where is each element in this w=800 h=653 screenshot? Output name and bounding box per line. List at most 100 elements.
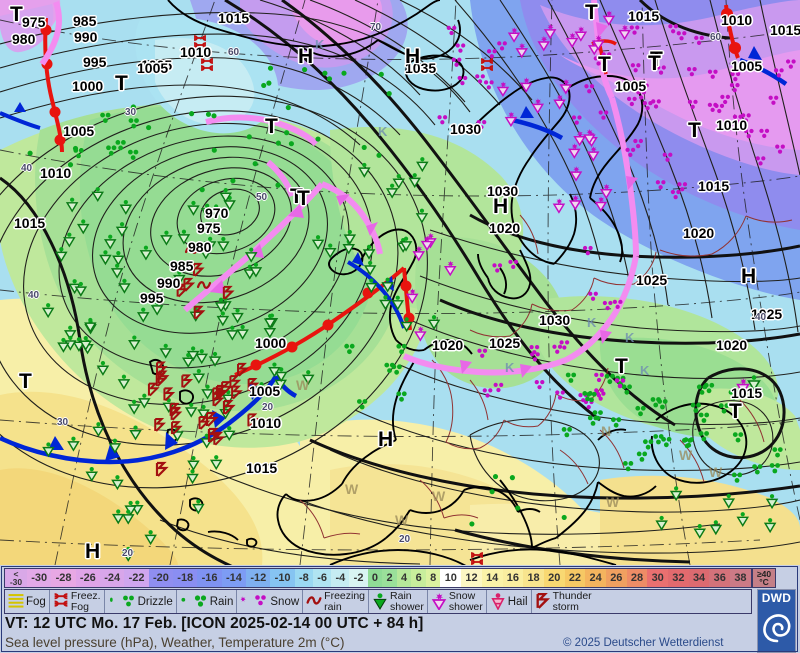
temp-cell-34[interactable]: 34 [688, 569, 710, 587]
air-mass-label-W: W [296, 377, 310, 393]
map-snow-triple-icon [477, 348, 488, 358]
map-rain-shower-hollow-icon [217, 236, 230, 252]
map-thunderstorm-icon [198, 416, 211, 430]
temperature-colorbar[interactable]: < -30 -30 -28 -26 -24 -22 -20 -18 -16 -14 -12 -10 -8-… [4, 568, 752, 588]
legend-item-snow[interactable]: Snow [237, 590, 304, 613]
temp-cell-20[interactable]: 20 [543, 569, 565, 587]
map-snow-shower-icon [592, 35, 605, 51]
temp-cell-below-min[interactable]: < -30 [5, 569, 27, 587]
map-rain-icon [752, 464, 763, 475]
high-center-marker: H [85, 540, 101, 563]
legend-item-drizzle[interactable]: Drizzle [105, 590, 177, 613]
temp-cell-4[interactable]: 4 [396, 569, 412, 587]
temp-cell-m28[interactable]: -28 [51, 569, 76, 587]
map-rain-icon [621, 384, 632, 395]
temp-cell-m24[interactable]: -24 [100, 569, 125, 587]
legend-item-freezing-rain[interactable]: Freezing rain [303, 590, 370, 613]
map-rain-icon [561, 426, 572, 438]
temp-cell-2[interactable]: 2 [382, 569, 397, 587]
isobar-label-990: 990 [74, 29, 98, 45]
map-thunderstorm-icon [207, 427, 221, 443]
temp-cell-m30[interactable]: -30 [27, 569, 52, 587]
map-rain-shower-hollow-icon [722, 493, 736, 509]
temp-cell-32[interactable]: 32 [668, 569, 689, 587]
valid-time-line: VT: 12 UTC Mo. 17 Feb. [ICON 2025-02-14 … [5, 615, 424, 632]
temp-cell-18[interactable]: 18 [523, 569, 544, 587]
temp-cell-28[interactable]: 28 [626, 569, 648, 587]
temp-cell-m20[interactable]: -20 [148, 569, 174, 587]
temp-cell-26[interactable]: 26 [605, 569, 627, 587]
temp-cell-m10[interactable]: -10 [270, 569, 295, 587]
map-snow-triple-icon [651, 99, 661, 109]
legend-item-thunderstorm[interactable]: Thunder storm [532, 590, 595, 613]
map-rain-shower-hollow-icon [117, 374, 131, 390]
temp-cell-m4[interactable]: -4 [331, 569, 350, 587]
map-thunderstorm-icon [163, 387, 176, 402]
isobar-label-1020: 1020 [716, 337, 748, 353]
map-rain-icon [635, 405, 646, 417]
map-snow-triple-icon [686, 67, 697, 77]
temp-cell-8[interactable]: 8 [425, 569, 441, 587]
temp-cell-30[interactable]: 30 [647, 569, 669, 587]
temp-band-warm3 [0, 468, 178, 565]
legend-label-freezing-fog: Freez. Fog [70, 590, 101, 613]
temp-cell-m6[interactable]: -6 [313, 569, 332, 587]
map-rain-shower-hollow-icon [42, 442, 55, 458]
map-rain-shower-hollow-icon [74, 281, 88, 297]
legend-item-rain[interactable]: Rain [177, 590, 238, 613]
temp-cell-38[interactable]: 38 [730, 569, 751, 587]
temp-cell-36[interactable]: 36 [709, 569, 731, 587]
map-snow-shower-icon [531, 98, 545, 114]
map-snow-triple-icon [707, 69, 718, 79]
temp-cell-16[interactable]: 16 [502, 569, 524, 587]
map-thunderstorm-icon [247, 413, 260, 428]
rain-shower-icon [372, 593, 388, 610]
legend-item-freezing-fog[interactable]: Freez. Fog [50, 590, 105, 613]
temp-cell-14[interactable]: 14 [481, 569, 503, 587]
legend-item-hail[interactable]: Hail [487, 590, 532, 613]
map-rain-single-icon [199, 187, 205, 193]
temp-cell-m2[interactable]: -2 [349, 569, 368, 587]
dwd-logo[interactable]: DWD [757, 589, 796, 653]
temp-cell-m14[interactable]: -14 [221, 569, 247, 587]
hail-icon [490, 593, 506, 610]
legend-item-rain-shower[interactable]: Rain shower [369, 590, 428, 613]
temp-cell-m8[interactable]: -8 [294, 569, 313, 587]
temp-cell-10[interactable]: 10 [440, 569, 462, 587]
temperature-unit-box: ≥40 °C [752, 568, 776, 588]
temp-cell-m22[interactable]: -22 [124, 569, 149, 587]
legend-item-fog[interactable]: Fog [5, 590, 50, 613]
map-thunderstorm-icon [247, 378, 260, 392]
map-rain-shower-hollow-icon [365, 278, 378, 294]
temp-cell-m26[interactable]: -26 [75, 569, 101, 587]
map-snow-triple-icon [483, 80, 494, 90]
map-snow-triple-icon [497, 41, 507, 51]
graticule-label-40: 40 [28, 290, 40, 301]
legend-item-snow-shower[interactable]: Snow shower [428, 590, 487, 613]
map-rain-shower-hollow-icon [173, 270, 186, 286]
temp-cell-22[interactable]: 22 [564, 569, 586, 587]
temp-cell-0[interactable]: 0 [367, 569, 383, 587]
map-snow-triple-icon [668, 24, 679, 34]
weather-map-canvas[interactable]: 975 980 985 990 995 1000 1005 1005 1010 1015 970 97… [0, 0, 800, 565]
map-snow-triple-icon [437, 115, 448, 125]
map-thunderstorm-icon [205, 411, 219, 427]
temp-cell-m12[interactable]: -12 [246, 569, 271, 587]
temp-cell-m16[interactable]: -16 [197, 569, 222, 587]
temp-cell-24[interactable]: 24 [585, 569, 606, 587]
map-snow-triple-icon [676, 31, 687, 41]
map-snow-triple-icon [694, 35, 704, 45]
map-rain-shower-hollow-icon [655, 515, 668, 531]
map-snow-triple-icon [594, 372, 604, 383]
map-snow-shower-icon [565, 32, 579, 49]
weather-symbol-legend[interactable]: Fog Freez. Fog Drizzle Rain Snow Freezing rain R… [4, 589, 752, 614]
map-rain-single-icon [211, 113, 217, 119]
temp-cell-m18[interactable]: -18 [173, 569, 198, 587]
map-rain-shower-hollow-icon [192, 368, 206, 384]
graticule-label-30: 30 [125, 107, 137, 118]
map-snow-triple-icon [598, 110, 609, 120]
temp-cell-12[interactable]: 12 [461, 569, 482, 587]
graticule-label-20: 20 [122, 548, 134, 559]
temp-cell-6[interactable]: 6 [411, 569, 426, 587]
map-snow-triple-icon [768, 95, 779, 105]
